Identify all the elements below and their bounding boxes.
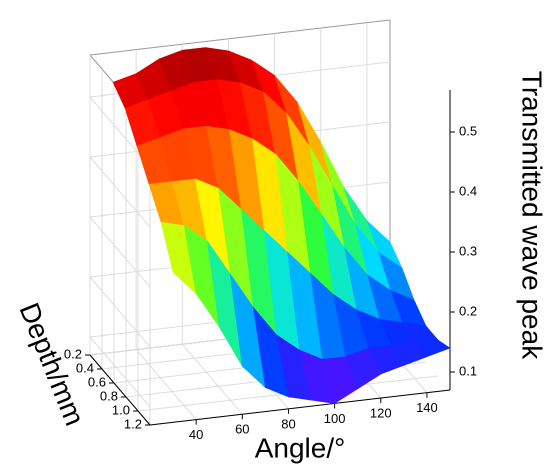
x-tick-label: 100 [324,411,346,426]
z-tick-label: 0.4 [459,183,477,198]
x-tick-label: 120 [370,406,392,421]
grid-line [181,343,243,415]
grid-line [89,276,151,348]
z-tick-label: 0.1 [459,363,477,378]
y-tick-label: 0.6 [88,374,106,389]
z-tick-label: 0.2 [459,303,477,318]
x-tick-label: 40 [189,427,203,442]
axis-frame [89,19,391,56]
y-tick-label: 1.0 [112,402,130,417]
x-axis [149,389,451,426]
grid-line [89,216,151,288]
x-axis-label: Angle/° [255,432,346,463]
grid-line [135,349,197,420]
surface-patch [414,339,451,358]
z-axis-label: Transmitted wave peak [517,71,548,360]
x-tick-label: 80 [281,416,295,431]
z-tick-label: 0.3 [459,243,477,258]
x-tick-label: 60 [235,422,249,437]
y-tick-label: 0.2 [64,346,82,361]
y-tick-label: 1.2 [124,416,142,431]
grid-line [89,156,151,228]
y-tick-label: 0.8 [100,388,118,403]
grid-line [89,336,151,408]
z-tick-label: 0.5 [459,123,477,138]
y-tick-label: 0.4 [76,360,94,375]
x-tick-label: 140 [416,400,438,415]
y-axis [89,354,151,426]
